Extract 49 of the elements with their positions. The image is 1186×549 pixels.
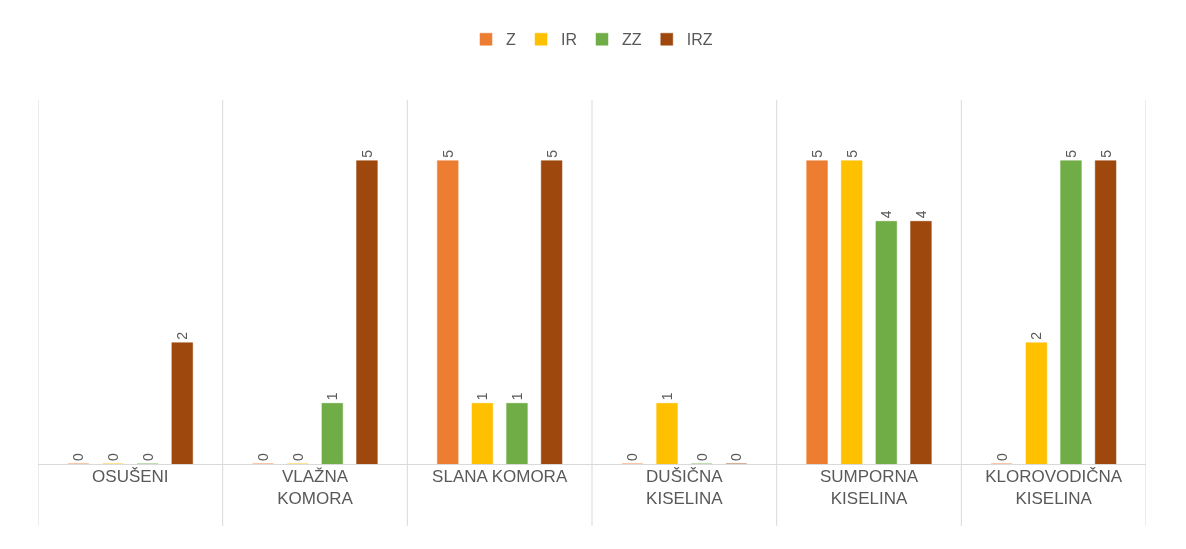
data-label: 0 (70, 453, 87, 461)
bar (875, 221, 897, 464)
bar (841, 160, 863, 464)
bar (506, 403, 528, 464)
bar (1060, 160, 1082, 464)
data-label: 0 (693, 453, 710, 461)
x-tick-label: SUMPORNA KISELINA (819, 467, 919, 509)
data-label: 5 (809, 149, 826, 158)
bar (910, 221, 932, 464)
legend-label: ZZ (622, 31, 642, 49)
x-tick-label: OSUŠENI (92, 467, 169, 486)
data-label: 5 (543, 149, 560, 158)
x-tick-label: SLANA KOMORA (432, 467, 568, 486)
data-label: 2 (1028, 331, 1045, 340)
data-label: 5 (1097, 149, 1114, 158)
data-label: 5 (439, 149, 456, 158)
data-label: 0 (624, 453, 641, 461)
data-label: 5 (1062, 149, 1079, 158)
data-label: 5 (843, 149, 860, 158)
legend-label: IR (561, 31, 577, 49)
data-label: 0 (105, 453, 122, 461)
data-label: 2 (174, 331, 191, 340)
data-label: 1 (474, 392, 491, 401)
x-tick-label: KLOROVODIČNA KISELINA (985, 467, 1123, 509)
data-label: 0 (993, 453, 1010, 461)
data-label: 4 (878, 210, 895, 219)
bar (1094, 160, 1117, 464)
legend-label: Z (506, 31, 516, 49)
bar (321, 403, 343, 464)
bar (806, 160, 828, 464)
data-label: 1 (324, 392, 341, 401)
data-label: 0 (255, 453, 272, 461)
data-label: 1 (659, 392, 676, 401)
x-tick-label: DUŠIČNA KISELINA (646, 467, 724, 509)
data-label: 0 (139, 453, 156, 461)
bar (471, 403, 493, 464)
x-tick-label: VLAŽNA KOMORA (277, 467, 354, 509)
data-label: 0 (289, 453, 306, 461)
data-label: 0 (728, 453, 745, 461)
data-label: 4 (912, 210, 929, 219)
bar (437, 160, 459, 464)
data-label: 5 (358, 149, 375, 158)
bar (1025, 342, 1047, 464)
bar (171, 342, 193, 464)
bar (540, 160, 563, 464)
bar (356, 160, 378, 464)
legend-label: IRZ (686, 31, 713, 49)
bar (656, 403, 678, 464)
data-label: 1 (508, 392, 525, 401)
